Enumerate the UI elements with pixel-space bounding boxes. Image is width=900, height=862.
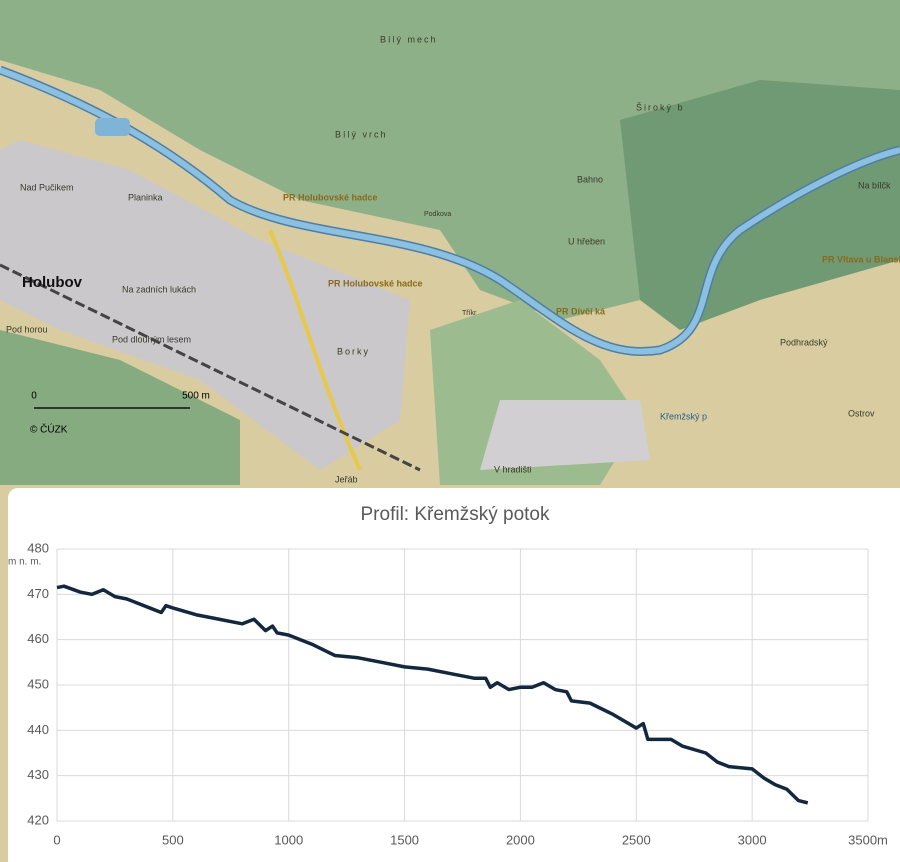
y-tick-label: 420 — [27, 812, 49, 827]
map-label: Tříkr — [462, 310, 477, 317]
map-label: Borky — [337, 346, 370, 356]
river — [0, 67, 900, 355]
scale-bar: 0 500 m © ČÚZK — [30, 391, 210, 436]
y-tick-label: 470 — [27, 586, 49, 601]
x-tick-label: 3000 — [738, 832, 767, 847]
y-tick-label: 440 — [27, 722, 49, 737]
map-label: PR Holubovské hadce — [283, 192, 378, 202]
x-tick-label: 1000 — [274, 832, 303, 847]
field — [480, 400, 650, 470]
map-label: Pod horou — [6, 324, 48, 334]
map-label: Holubov — [22, 274, 83, 291]
scale-label: 500 m — [182, 391, 210, 402]
scale-label: 0 — [31, 391, 37, 402]
map-label: V hradišti — [494, 464, 532, 474]
y-axis-label: m n. m. — [8, 557, 41, 568]
map-label: Na zadních lukách — [122, 284, 196, 294]
y-tick-label: 430 — [27, 767, 49, 782]
field — [0, 140, 410, 470]
road — [268, 229, 362, 471]
x-tick-label: 0 — [53, 832, 60, 847]
map-label: Bahno — [577, 174, 603, 184]
pond — [95, 118, 130, 136]
map-label: Bílý vrch — [335, 129, 388, 139]
map-label: Bílý mech — [380, 34, 438, 44]
map-label: Křemžský p — [660, 411, 707, 421]
copyright: © ČÚZK — [30, 423, 68, 436]
map-label: Jeřáb — [335, 474, 358, 484]
y-tick-label: 460 — [27, 631, 49, 646]
map-label: Podhradský — [780, 337, 828, 347]
map-label: PR Vltava u Blansk — [822, 254, 900, 264]
map-label: PR Dívčí ká — [556, 306, 606, 316]
map-label: PR Holubovské hadce — [328, 278, 423, 288]
map-labels: Holubov Planinka Nad Pučikem Na zadních … — [6, 34, 900, 484]
forest-dark — [620, 80, 900, 330]
chart: Profil: Křemžský potok m n. m. 420 430 440… — [8, 488, 900, 862]
y-tick-label: 480 — [27, 540, 49, 555]
x-tick-label: 2500 — [622, 832, 651, 847]
map-label: U hřeben — [568, 236, 605, 246]
map-label: Ostrov — [848, 408, 875, 418]
x-tick-label: 500 — [162, 832, 184, 847]
map-label: Na bílčk — [858, 180, 891, 190]
map-label: Nad Pučikem — [20, 182, 74, 192]
x-tick-label: 2000 — [506, 832, 535, 847]
x-tick-label: 1500 — [390, 832, 419, 847]
railway — [0, 263, 421, 472]
map-label: Široký b — [636, 102, 685, 112]
profile-line — [56, 584, 809, 805]
map-label: Pod dlouhým lesem — [112, 334, 191, 344]
map-label: Podkova — [424, 211, 451, 218]
y-tick-label: 450 — [27, 676, 49, 691]
x-tick-label: 3500m — [848, 832, 888, 847]
map-label: Planinka — [128, 192, 163, 202]
chart-title: Profil: Křemžský potok — [361, 504, 550, 525]
